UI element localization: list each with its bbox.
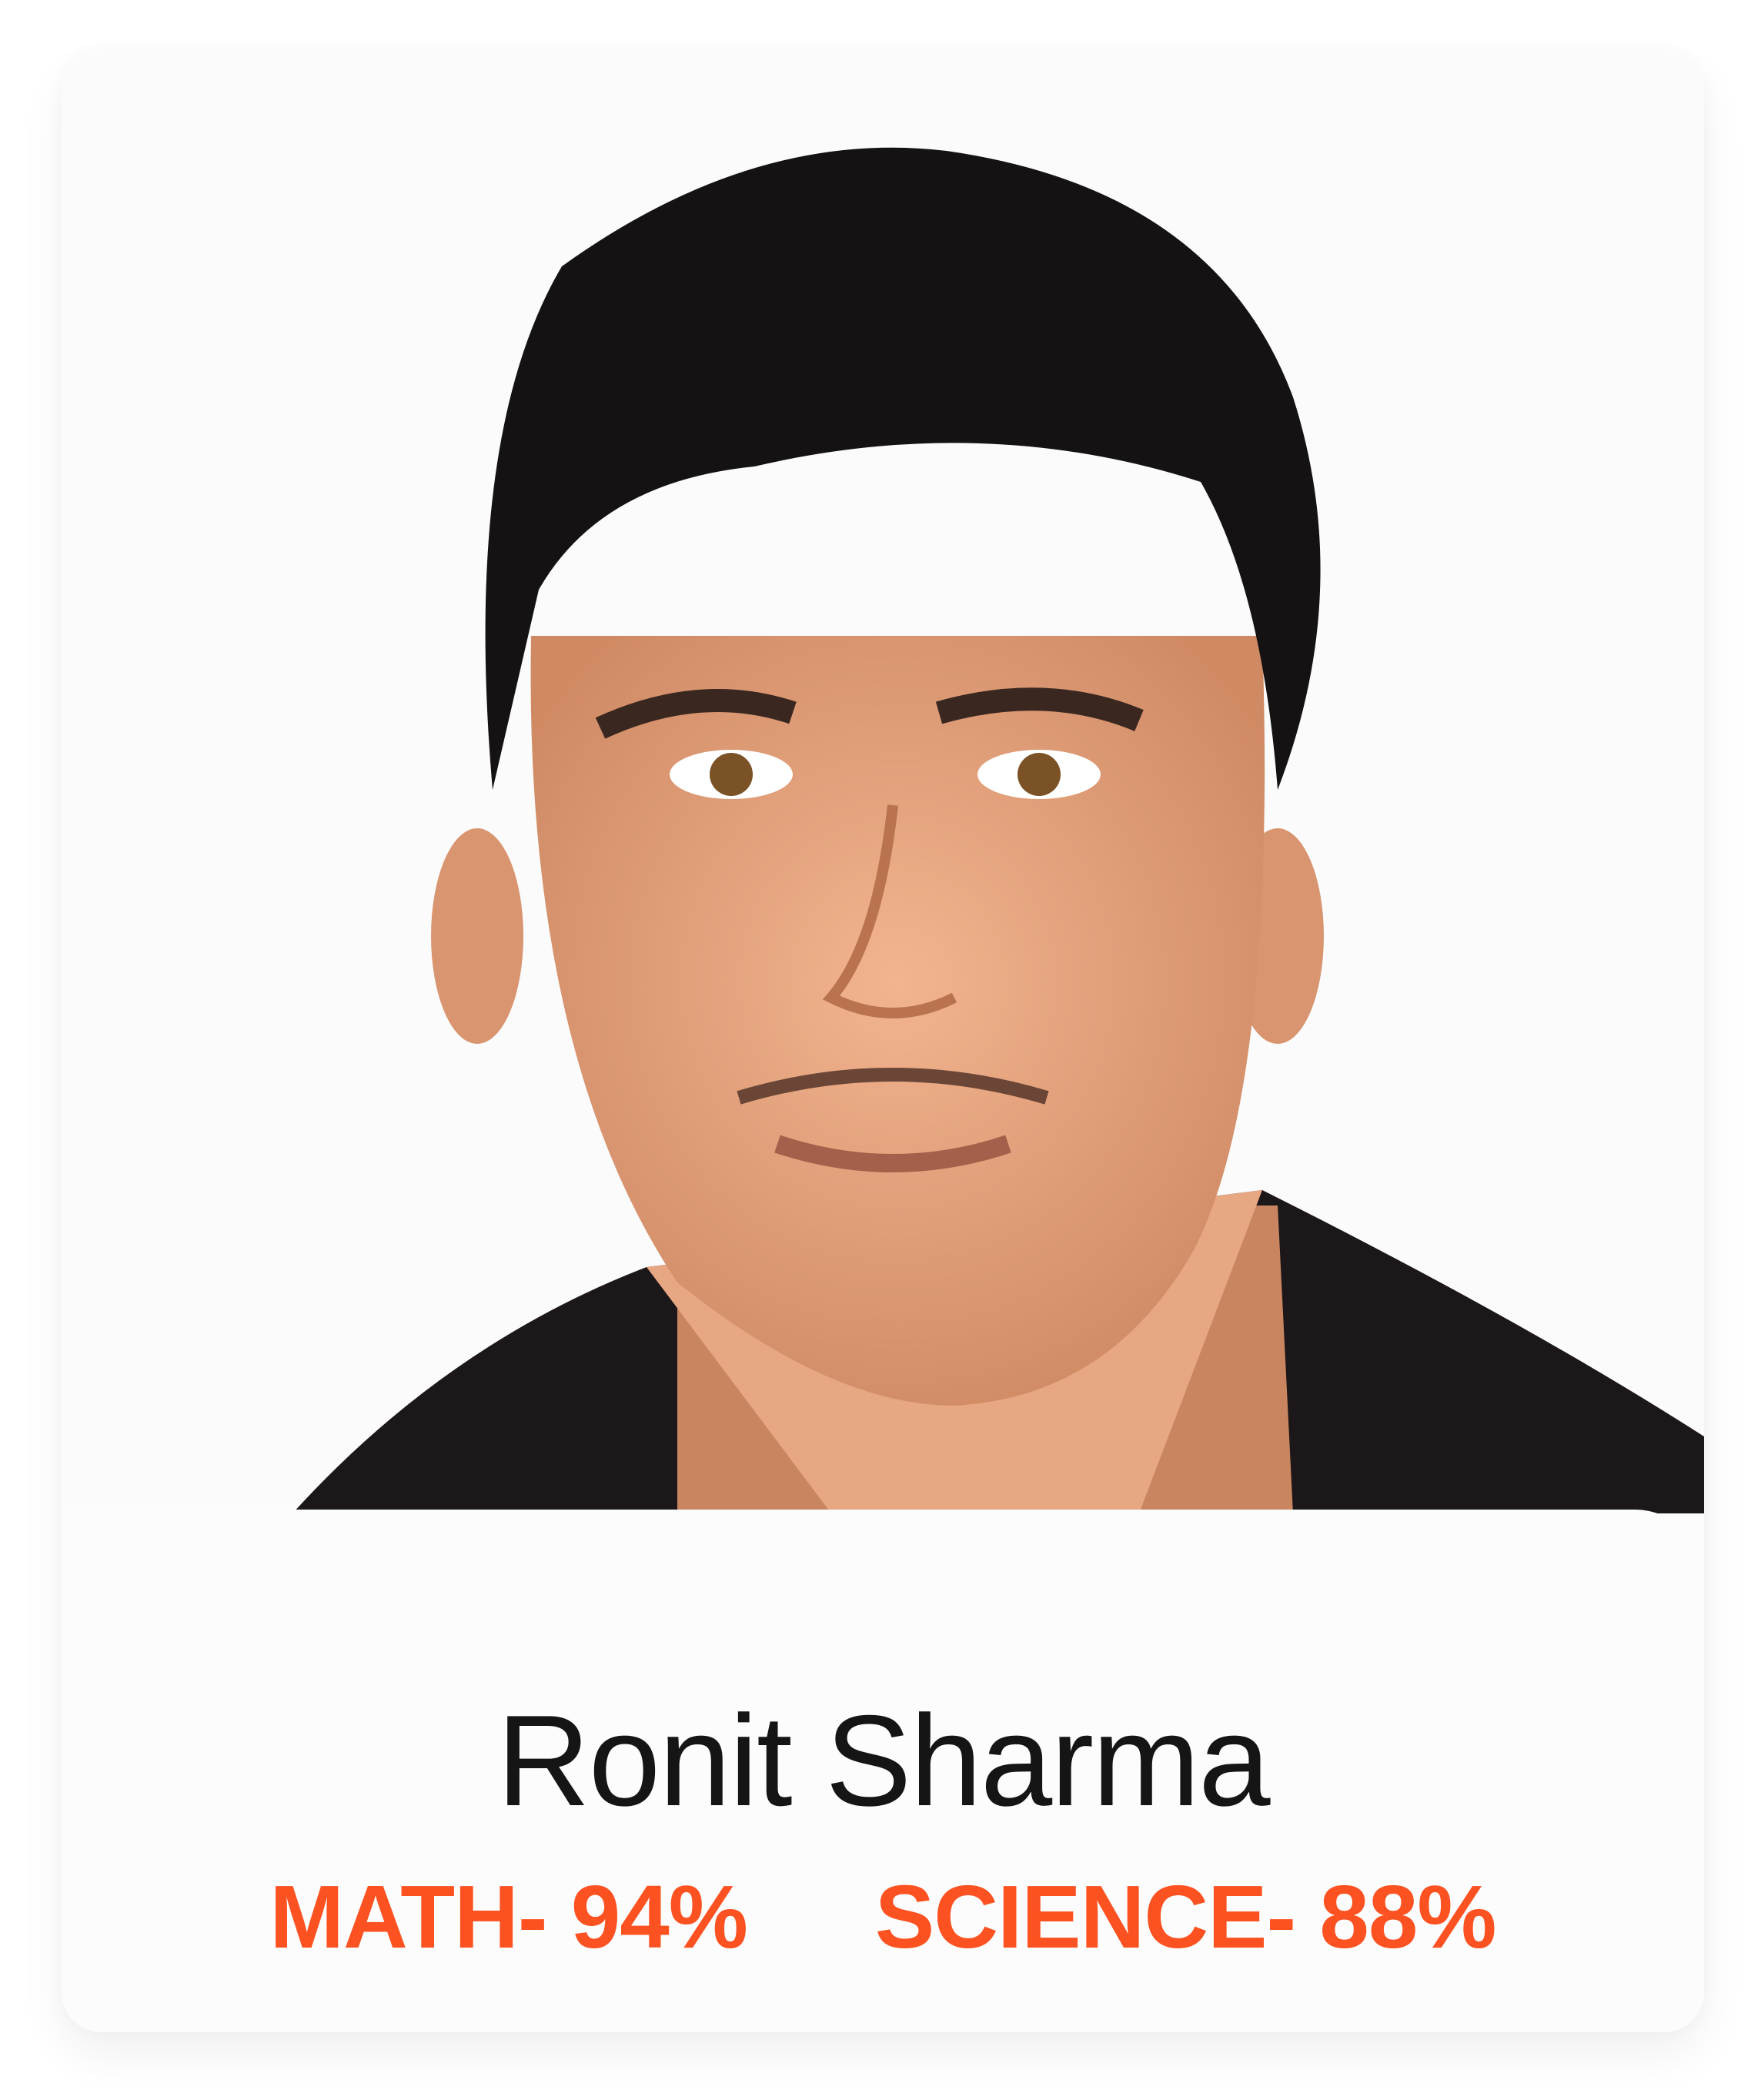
math-score: MATH- 94%	[269, 1867, 747, 1967]
score-list: MATH- 94% SCIENCE- 88%	[62, 1865, 1704, 1968]
student-info-panel: Ronit Sharma MATH- 94% SCIENCE- 88%	[62, 1510, 1704, 2032]
science-score: SCIENCE- 88%	[874, 1867, 1497, 1967]
student-name: Ronit Sharma	[496, 1688, 1270, 1833]
portrait-image	[62, 51, 1704, 1513]
student-photo	[62, 51, 1704, 1513]
student-card: Ronit Sharma MATH- 94% SCIENCE- 88%	[62, 51, 1704, 2032]
